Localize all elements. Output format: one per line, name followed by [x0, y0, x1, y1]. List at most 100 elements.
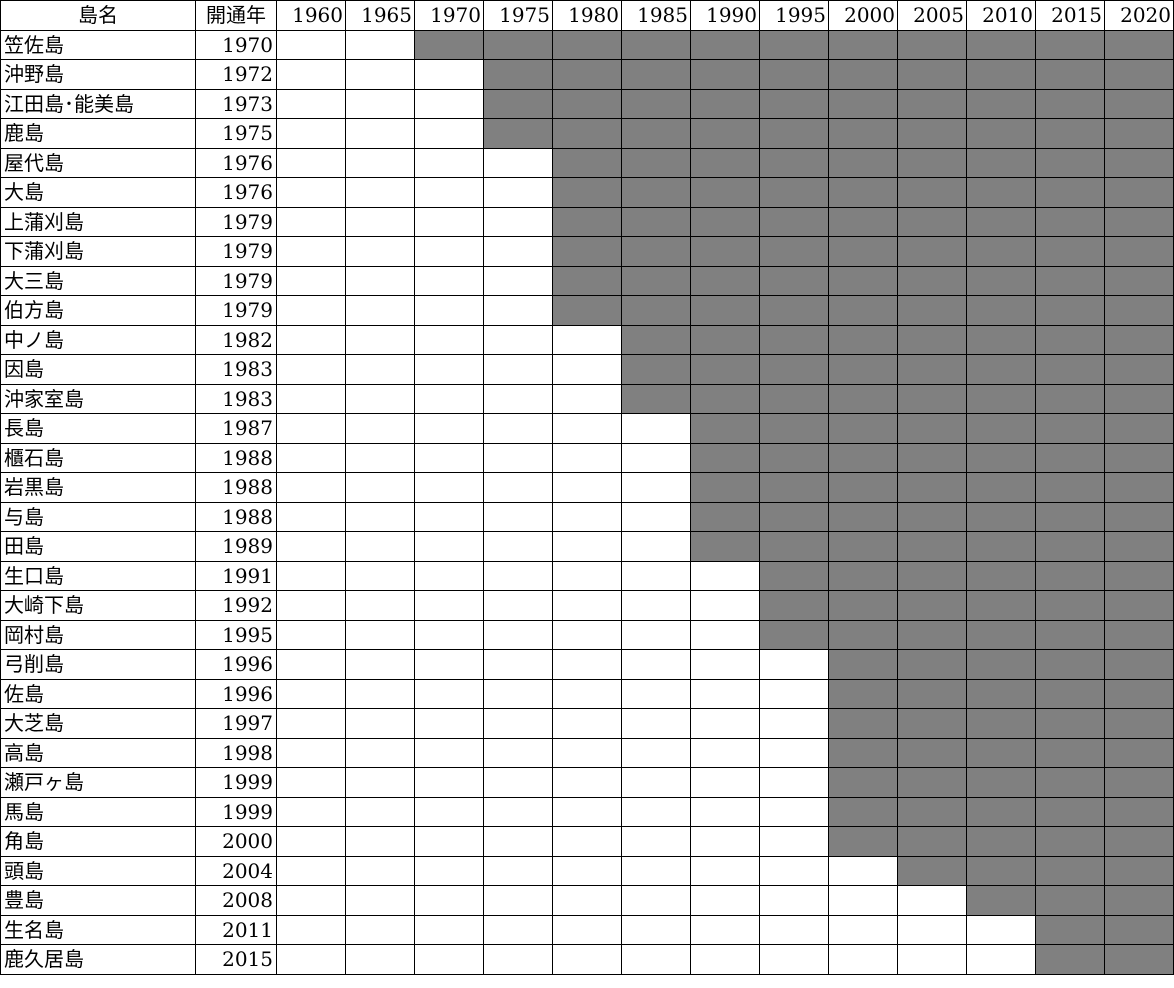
connected-period-cell — [1104, 147, 1174, 178]
unconnected-period-cell — [414, 501, 484, 532]
unconnected-period-cell — [552, 885, 622, 916]
opening-year-cell: 1992 — [195, 590, 277, 621]
connected-period-cell — [966, 560, 1036, 591]
column-header-period: 1960 — [276, 0, 346, 31]
unconnected-period-cell — [276, 914, 346, 945]
column-header-period: 1980 — [552, 0, 622, 31]
unconnected-period-cell — [690, 767, 760, 798]
unconnected-period-cell — [414, 649, 484, 680]
opening-year-cell: 1995 — [195, 619, 277, 650]
unconnected-period-cell — [276, 649, 346, 680]
unconnected-period-cell — [276, 442, 346, 473]
unconnected-period-cell — [621, 619, 691, 650]
connected-period-cell — [1104, 413, 1174, 444]
unconnected-period-cell — [483, 914, 553, 945]
connected-period-cell — [828, 177, 898, 208]
unconnected-period-cell — [345, 708, 415, 739]
header-row: 島名 開通年 1960 1965 1970 1975 1980 1985 1990 1995 2… — [0, 0, 1174, 31]
connected-period-cell — [690, 413, 760, 444]
connected-period-cell — [1035, 501, 1105, 532]
connected-period-cell — [897, 501, 967, 532]
connected-period-cell — [1104, 295, 1174, 326]
unconnected-period-cell — [759, 649, 829, 680]
unconnected-period-cell — [414, 472, 484, 503]
connected-period-cell — [1035, 560, 1105, 591]
connected-period-cell — [828, 560, 898, 591]
connected-period-cell — [966, 383, 1036, 414]
unconnected-period-cell — [414, 206, 484, 237]
connected-period-cell — [828, 147, 898, 178]
connected-period-cell — [1035, 118, 1105, 149]
connected-period-cell — [966, 236, 1036, 267]
connected-period-cell — [759, 324, 829, 355]
connected-period-cell — [1104, 236, 1174, 267]
opening-year-cell: 1997 — [195, 708, 277, 739]
connected-period-cell — [966, 324, 1036, 355]
connected-period-cell — [690, 295, 760, 326]
unconnected-period-cell — [759, 796, 829, 827]
unconnected-period-cell — [276, 737, 346, 768]
connected-period-cell — [690, 324, 760, 355]
unconnected-period-cell — [483, 619, 553, 650]
opening-year-cell: 1987 — [195, 413, 277, 444]
unconnected-period-cell — [690, 796, 760, 827]
unconnected-period-cell — [414, 619, 484, 650]
connected-period-cell — [897, 590, 967, 621]
connected-period-cell — [759, 472, 829, 503]
unconnected-period-cell — [483, 590, 553, 621]
island-name-cell: 角島 — [0, 826, 196, 857]
unconnected-period-cell — [483, 354, 553, 385]
unconnected-period-cell — [483, 826, 553, 857]
connected-period-cell — [1035, 295, 1105, 326]
connected-period-cell — [1104, 531, 1174, 562]
column-header-period: 2010 — [966, 0, 1036, 31]
island-name-cell: 笠佐島 — [0, 29, 196, 60]
unconnected-period-cell — [414, 177, 484, 208]
island-name-cell: 沖野島 — [0, 59, 196, 90]
unconnected-period-cell — [345, 236, 415, 267]
unconnected-period-cell — [345, 88, 415, 119]
connected-period-cell — [1035, 590, 1105, 621]
table-row: 伯方島 1979 — [0, 295, 1174, 326]
table-row: 岩黒島 1988 — [0, 472, 1174, 503]
unconnected-period-cell — [345, 472, 415, 503]
unconnected-period-cell — [276, 619, 346, 650]
unconnected-period-cell — [552, 619, 622, 650]
column-header-island-name: 島名 — [0, 0, 196, 31]
connected-period-cell — [1035, 531, 1105, 562]
unconnected-period-cell — [345, 885, 415, 916]
unconnected-period-cell — [621, 914, 691, 945]
island-name-cell: 大島 — [0, 177, 196, 208]
unconnected-period-cell — [276, 885, 346, 916]
connected-period-cell — [966, 649, 1036, 680]
connected-period-cell — [1035, 442, 1105, 473]
connected-period-cell — [759, 147, 829, 178]
table-row: 屋代島 1976 — [0, 147, 1174, 178]
unconnected-period-cell — [483, 708, 553, 739]
connected-period-cell — [621, 354, 691, 385]
unconnected-period-cell — [552, 354, 622, 385]
table-row: 沖野島 1972 — [0, 59, 1174, 90]
unconnected-period-cell — [759, 708, 829, 739]
connected-period-cell — [966, 295, 1036, 326]
connected-period-cell — [759, 531, 829, 562]
island-name-cell: 櫃石島 — [0, 442, 196, 473]
connected-period-cell — [552, 295, 622, 326]
unconnected-period-cell — [483, 855, 553, 886]
unconnected-period-cell — [414, 88, 484, 119]
unconnected-period-cell — [759, 767, 829, 798]
unconnected-period-cell — [483, 737, 553, 768]
connected-period-cell — [897, 118, 967, 149]
island-name-cell: 与島 — [0, 501, 196, 532]
unconnected-period-cell — [552, 560, 622, 591]
connected-period-cell — [1035, 649, 1105, 680]
unconnected-period-cell — [759, 826, 829, 857]
connected-period-cell — [1035, 619, 1105, 650]
unconnected-period-cell — [483, 649, 553, 680]
connected-period-cell — [552, 206, 622, 237]
unconnected-period-cell — [621, 885, 691, 916]
island-name-cell: 長島 — [0, 413, 196, 444]
unconnected-period-cell — [483, 324, 553, 355]
unconnected-period-cell — [345, 737, 415, 768]
connected-period-cell — [1104, 767, 1174, 798]
